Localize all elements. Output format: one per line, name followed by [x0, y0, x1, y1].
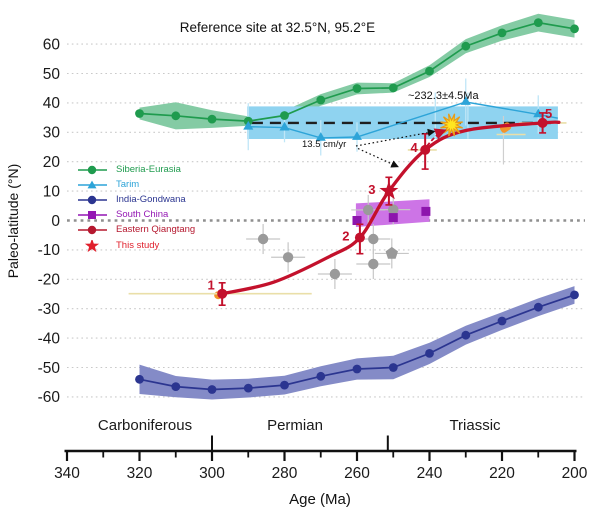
legend-item-this-study: This study — [76, 239, 159, 252]
period-label-permian: Permian — [267, 417, 323, 434]
eastern-qiangtang-series: 1 2 3 4 5 — [128, 106, 567, 307]
siberia-eurasia-series — [135, 18, 579, 126]
svg-text:-60: -60 — [38, 389, 61, 406]
svg-text:340: 340 — [54, 465, 80, 482]
svg-text:200: 200 — [562, 465, 588, 482]
chart-title: Reference site at 32.5°N, 95.2°E — [179, 20, 376, 35]
annotation-arrows — [355, 128, 447, 168]
svg-text:280: 280 — [272, 465, 298, 482]
legend-item-eastern-qiangtang: Eastern Qiangtang — [76, 223, 195, 236]
gridlines — [67, 43, 585, 398]
svg-text:300: 300 — [199, 465, 225, 482]
svg-text:30: 30 — [43, 125, 61, 142]
india-gondwana-band — [139, 286, 575, 400]
svg-text:260: 260 — [344, 465, 370, 482]
south-china-marker-icon — [78, 210, 107, 219]
siberia-eurasia-marker-icon — [78, 165, 107, 174]
legend-item-india-gondwana: India-Gondwana — [76, 193, 186, 206]
legend-label: India-Gondwana — [116, 193, 186, 205]
svg-text:220: 220 — [489, 465, 515, 482]
svg-text:-20: -20 — [38, 272, 61, 289]
svg-text:60: 60 — [43, 36, 61, 53]
period-label-triassic: Triassic — [449, 417, 501, 434]
x-axis: 340 320 300 280 260 240 220 200 — [54, 435, 588, 482]
legend-label: Tarim — [116, 178, 140, 190]
y-axis-label: Paleo-latitude (°N) — [5, 163, 21, 279]
svg-text:-10: -10 — [38, 242, 61, 259]
period-label-carboniferous: Carboniferous — [97, 417, 193, 434]
svg-text:10: 10 — [43, 183, 61, 200]
svg-text:20: 20 — [43, 154, 61, 171]
svg-text:240: 240 — [417, 465, 443, 482]
svg-text:320: 320 — [127, 465, 153, 482]
south-china-series — [352, 206, 431, 225]
eastern-qiangtang-marker-icon — [78, 225, 107, 234]
svg-text:-50: -50 — [38, 360, 61, 377]
x-axis-label: Age (Ma) — [289, 491, 351, 508]
y-tick-labels: 60 50 40 30 20 10 0 -10 -20 -30 -40 -50 -60 — [38, 36, 61, 406]
legend-label: South China — [116, 208, 169, 220]
india-gondwana-series — [135, 290, 579, 394]
tarim-series — [243, 96, 558, 141]
svg-text:5: 5 — [545, 106, 552, 121]
legend-item-south-china: South China — [76, 208, 168, 221]
gray-reference-points — [246, 194, 411, 290]
svg-text:0: 0 — [51, 213, 60, 230]
svg-text:3: 3 — [368, 182, 375, 197]
legend-label: Siberia-Eurasia — [116, 163, 181, 175]
drift-rate-annotation: 13.5 cm/yr — [302, 139, 347, 150]
svg-text:4: 4 — [411, 140, 419, 155]
legend-label: Eastern Qiangtang — [116, 223, 196, 235]
svg-text:50: 50 — [43, 66, 61, 83]
legend-item-siberia-eurasia: Siberia-Eurasia — [76, 163, 181, 176]
svg-text:-40: -40 — [38, 330, 61, 347]
svg-text:2: 2 — [342, 229, 349, 244]
india-gondwana-marker-icon — [78, 195, 107, 204]
svg-text:40: 40 — [43, 95, 61, 112]
svg-text:-30: -30 — [38, 301, 61, 318]
this-study-star-icon — [84, 239, 100, 252]
tarim-marker-icon — [78, 180, 107, 188]
legend-item-tarim: Tarim — [76, 178, 139, 191]
svg-text:1: 1 — [208, 278, 215, 293]
collision-age-annotation: ~232.3±4.5Ma — [408, 90, 479, 102]
legend-label: This study — [116, 239, 160, 251]
